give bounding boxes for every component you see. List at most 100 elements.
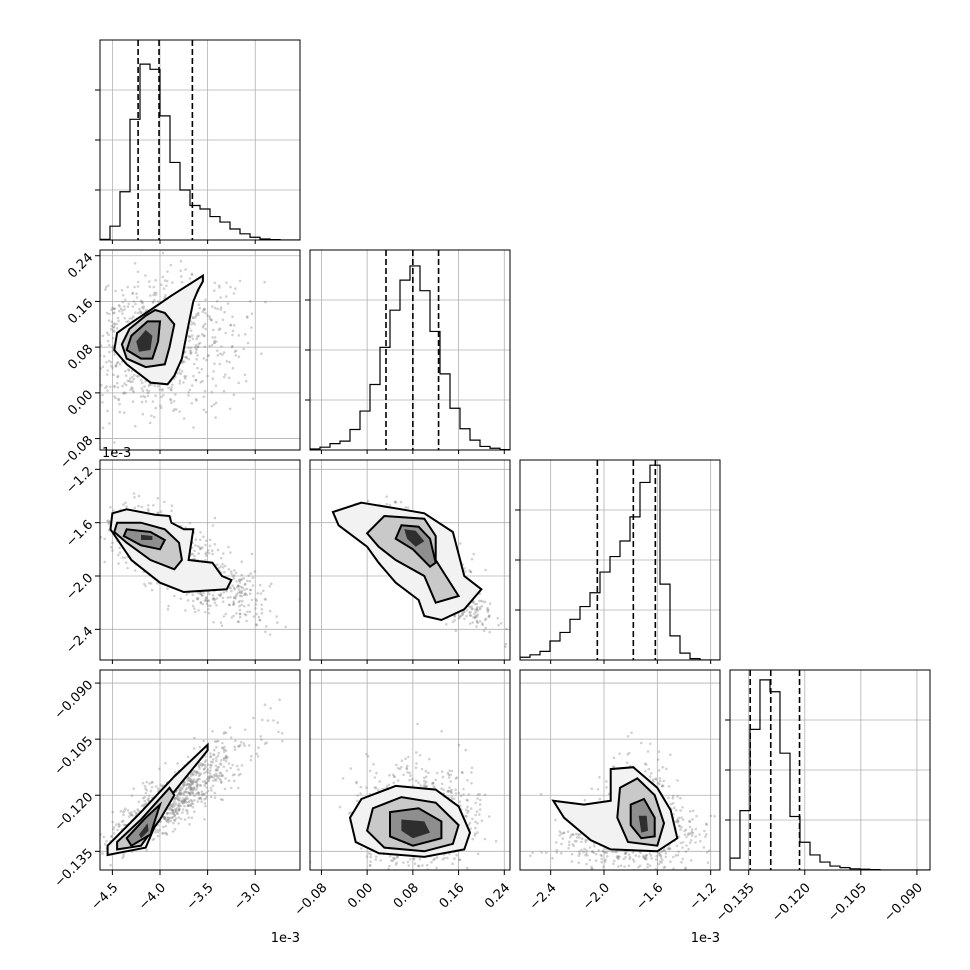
scatter-point [150,786,154,789]
scatter-point [141,781,145,785]
scatter-point [184,526,187,529]
scatter-point [197,313,200,317]
scatter-point [580,848,583,852]
scatter-point [190,786,193,790]
scatter-point [182,783,186,786]
scatter-point [234,287,237,290]
scatter-point [476,621,480,625]
scatter-point [657,769,661,772]
scatter-point [133,569,137,572]
scatter-point [464,748,468,752]
scatter-point [126,305,130,309]
scatter-point [257,746,260,749]
scatter-panel-2-0: −2.4−2.0−1.6−1.21e-3 [63,446,301,664]
contour-level-1 [348,784,472,858]
scatter-point [215,740,219,743]
scatter-point [388,864,391,868]
scatter-point [249,300,252,303]
scatter-point [193,794,196,798]
panel-content [100,670,300,870]
scatter-point [366,755,370,758]
scatter-point [470,605,473,608]
scatter-point [148,782,151,785]
scatter-point [195,348,198,352]
x-tick-label: −3.0 [231,880,264,913]
scatter-point [117,822,121,826]
scatter-point [264,300,267,304]
scatter-point [195,783,199,786]
scatter-point [165,284,168,288]
scatter-point [200,763,203,766]
scatter-point [248,592,252,595]
scatter-point [207,779,210,782]
scatter-point [119,307,123,311]
scatter-point [132,787,135,790]
scatter-point [233,745,236,749]
scatter-point [139,378,143,382]
scatter-point [426,771,430,775]
scatter-point [128,377,132,380]
scatter-point [156,300,160,303]
scatter-point [246,610,249,614]
scatter-point [224,731,228,735]
scatter-point [231,584,234,587]
scatter-point [470,766,474,770]
scatter-point [121,294,125,297]
scatter-point [208,544,212,548]
scatter-point [194,780,197,784]
scatter-point [650,772,653,775]
scatter-point [243,592,247,596]
scatter-point [181,802,185,805]
scatter-point [111,820,115,824]
scatter-point [214,772,218,776]
scatter-point [433,857,437,860]
scatter-point [213,601,217,605]
scatter-point [409,774,412,777]
scatter-point [505,627,508,631]
scatter-point [190,780,193,783]
scatter-point [181,797,185,800]
scatter-point [94,510,97,513]
scatter-point [202,334,206,337]
scatter-point [133,810,136,813]
scatter-point [277,730,280,734]
scatter-point [423,876,426,879]
scatter-point [411,777,414,781]
scatter-point [209,604,212,607]
scatter-point [140,400,144,404]
scatter-point [349,811,353,814]
scatter-point [191,788,195,791]
scatter-point [660,858,664,862]
scatter-point [106,339,110,343]
scatter-point [212,779,215,782]
scatter-point [208,777,211,780]
scatter-point [235,580,238,583]
scatter-point [117,398,120,402]
scatter-point [84,382,87,385]
scatter-point [97,388,100,391]
scatter-point [178,368,181,371]
scatter-point [141,412,145,416]
scatter-point [555,851,559,854]
x-tick-label: −3.5 [184,880,217,913]
scatter-point [172,821,175,825]
scatter-point [215,774,219,778]
scatter-point [201,310,204,314]
scatter-point [194,343,198,347]
scatter-point [402,861,405,864]
scatter-point [174,802,178,805]
scatter-point [214,774,217,778]
scatter-point [182,799,185,803]
scatter-point [218,327,222,331]
scatter-point [192,374,195,378]
scatter-point [181,792,184,795]
contour-level-1 [109,508,233,594]
scatter-point [190,789,193,792]
scatter-point [231,763,234,767]
scatter-point [198,546,202,549]
scatter-point [188,785,191,788]
scatter-point [142,394,145,398]
scatter-point [174,393,177,396]
scatter-point [281,739,284,743]
scatter-point [110,324,113,328]
